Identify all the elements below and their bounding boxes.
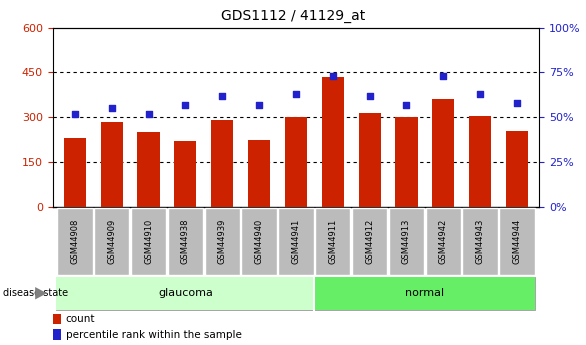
Bar xyxy=(175,141,196,207)
FancyBboxPatch shape xyxy=(389,208,424,275)
Point xyxy=(512,100,522,106)
Text: GSM44909: GSM44909 xyxy=(107,219,116,264)
Point xyxy=(144,111,153,117)
Text: count: count xyxy=(66,314,96,324)
FancyBboxPatch shape xyxy=(57,208,93,275)
Bar xyxy=(359,113,381,207)
Bar xyxy=(53,329,62,340)
FancyBboxPatch shape xyxy=(315,208,350,275)
Bar xyxy=(432,99,454,207)
FancyBboxPatch shape xyxy=(241,208,277,275)
Point xyxy=(180,102,190,108)
Text: GSM44943: GSM44943 xyxy=(476,219,485,264)
Text: GSM44910: GSM44910 xyxy=(144,219,153,264)
Bar xyxy=(469,116,491,207)
Point xyxy=(291,91,301,97)
Point xyxy=(107,106,117,111)
FancyBboxPatch shape xyxy=(278,208,314,275)
Text: GSM44912: GSM44912 xyxy=(365,219,374,264)
Bar xyxy=(211,120,233,207)
FancyBboxPatch shape xyxy=(94,208,130,275)
FancyBboxPatch shape xyxy=(205,208,240,275)
Text: GSM44908: GSM44908 xyxy=(70,219,79,264)
Text: GSM44940: GSM44940 xyxy=(254,219,264,264)
Point xyxy=(475,91,485,97)
Text: GSM44913: GSM44913 xyxy=(402,219,411,264)
Point xyxy=(254,102,264,108)
Text: percentile rank within the sample: percentile rank within the sample xyxy=(66,330,242,340)
Text: GDS1112 / 41129_at: GDS1112 / 41129_at xyxy=(221,9,365,23)
Point xyxy=(217,93,227,99)
Text: disease state: disease state xyxy=(3,288,68,298)
Bar xyxy=(53,314,62,324)
FancyBboxPatch shape xyxy=(131,208,166,275)
Text: GSM44911: GSM44911 xyxy=(328,219,338,264)
Point xyxy=(365,93,374,99)
FancyBboxPatch shape xyxy=(425,208,461,275)
Bar xyxy=(248,140,270,207)
Text: GSM44939: GSM44939 xyxy=(218,219,227,264)
Text: normal: normal xyxy=(406,288,444,298)
FancyBboxPatch shape xyxy=(499,208,534,275)
Bar xyxy=(285,117,307,207)
FancyBboxPatch shape xyxy=(314,277,536,310)
Bar xyxy=(396,117,417,207)
Point xyxy=(439,73,448,79)
FancyBboxPatch shape xyxy=(462,208,498,275)
Point xyxy=(328,73,338,79)
Bar xyxy=(322,77,344,207)
Bar xyxy=(64,138,86,207)
Point xyxy=(402,102,411,108)
FancyBboxPatch shape xyxy=(352,208,387,275)
Text: GSM44941: GSM44941 xyxy=(291,219,301,264)
FancyBboxPatch shape xyxy=(56,277,314,310)
Text: GSM44938: GSM44938 xyxy=(181,219,190,264)
Text: GSM44944: GSM44944 xyxy=(513,219,522,264)
FancyBboxPatch shape xyxy=(168,208,203,275)
Point xyxy=(70,111,80,117)
Text: glaucoma: glaucoma xyxy=(158,288,213,298)
Bar xyxy=(138,132,159,207)
Bar xyxy=(506,131,528,207)
Bar xyxy=(101,122,122,207)
Text: GSM44942: GSM44942 xyxy=(439,219,448,264)
